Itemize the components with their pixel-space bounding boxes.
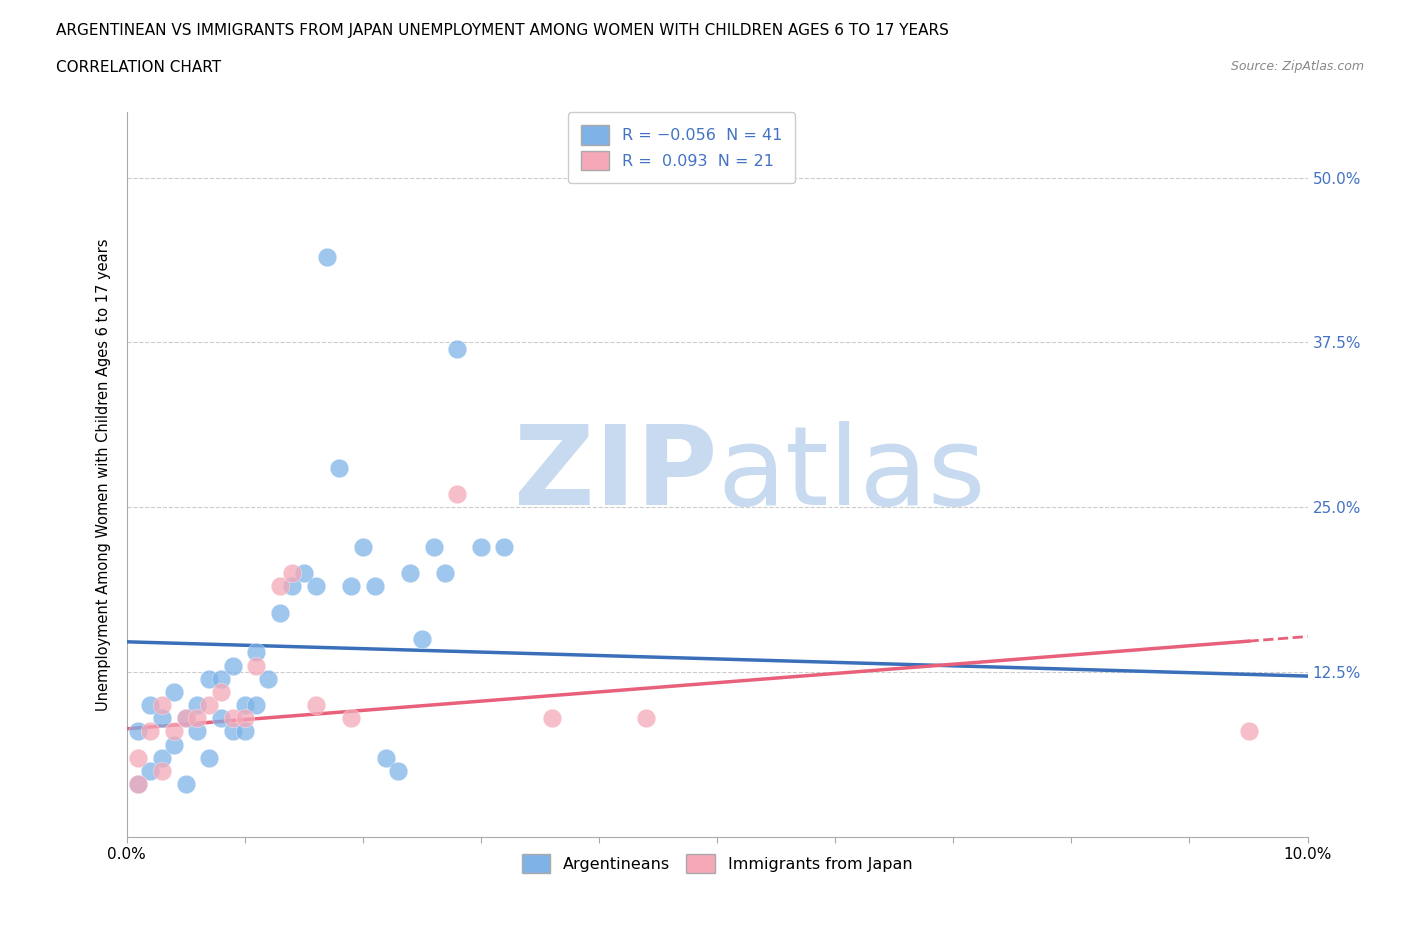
Y-axis label: Unemployment Among Women with Children Ages 6 to 17 years: Unemployment Among Women with Children A…: [96, 238, 111, 711]
Point: [163, 724, 186, 739]
Point: [233, 698, 256, 712]
Point: [174, 711, 197, 725]
Point: [150, 711, 173, 725]
Point: [127, 777, 149, 791]
Point: [494, 539, 516, 554]
Point: [233, 724, 256, 739]
Point: [245, 644, 267, 659]
Point: [163, 684, 186, 699]
Point: [233, 711, 256, 725]
Point: [127, 777, 149, 791]
Point: [222, 724, 245, 739]
Point: [281, 565, 304, 580]
Point: [434, 565, 457, 580]
Point: [446, 486, 468, 501]
Point: [375, 751, 398, 765]
Point: [245, 698, 267, 712]
Point: [209, 671, 232, 686]
Point: [198, 698, 221, 712]
Point: [222, 711, 245, 725]
Point: [387, 764, 409, 778]
Point: [470, 539, 492, 554]
Point: [150, 698, 173, 712]
Point: [174, 777, 197, 791]
Text: Source: ZipAtlas.com: Source: ZipAtlas.com: [1230, 60, 1364, 73]
Text: ARGENTINEAN VS IMMIGRANTS FROM JAPAN UNEMPLOYMENT AMONG WOMEN WITH CHILDREN AGES: ARGENTINEAN VS IMMIGRANTS FROM JAPAN UNE…: [56, 23, 949, 38]
Point: [139, 698, 162, 712]
Point: [222, 658, 245, 673]
Point: [257, 671, 280, 686]
Point: [139, 724, 162, 739]
Point: [209, 684, 232, 699]
Point: [281, 579, 304, 594]
Point: [340, 579, 363, 594]
Point: [209, 711, 232, 725]
Point: [245, 658, 267, 673]
Point: [304, 698, 326, 712]
Point: [636, 711, 658, 725]
Point: [127, 751, 149, 765]
Point: [186, 698, 208, 712]
Point: [198, 671, 221, 686]
Point: [316, 249, 339, 264]
Point: [198, 751, 221, 765]
Point: [446, 341, 468, 356]
Point: [328, 460, 350, 475]
Point: [127, 724, 149, 739]
Point: [186, 711, 208, 725]
Text: CORRELATION CHART: CORRELATION CHART: [56, 60, 221, 75]
Point: [352, 539, 374, 554]
Text: ZIP: ZIP: [513, 420, 717, 528]
Point: [411, 631, 433, 646]
Point: [304, 579, 326, 594]
Point: [540, 711, 562, 725]
Text: atlas: atlas: [717, 420, 986, 528]
Point: [150, 751, 173, 765]
Point: [340, 711, 363, 725]
Point: [174, 711, 197, 725]
Point: [399, 565, 422, 580]
Point: [269, 579, 291, 594]
Point: [1237, 724, 1260, 739]
Point: [269, 605, 291, 620]
Point: [163, 737, 186, 752]
Point: [292, 565, 315, 580]
Point: [363, 579, 385, 594]
Point: [139, 764, 162, 778]
Point: [422, 539, 444, 554]
Point: [186, 724, 208, 739]
Point: [150, 764, 173, 778]
Legend: Argentineans, Immigrants from Japan: Argentineans, Immigrants from Japan: [515, 847, 920, 880]
